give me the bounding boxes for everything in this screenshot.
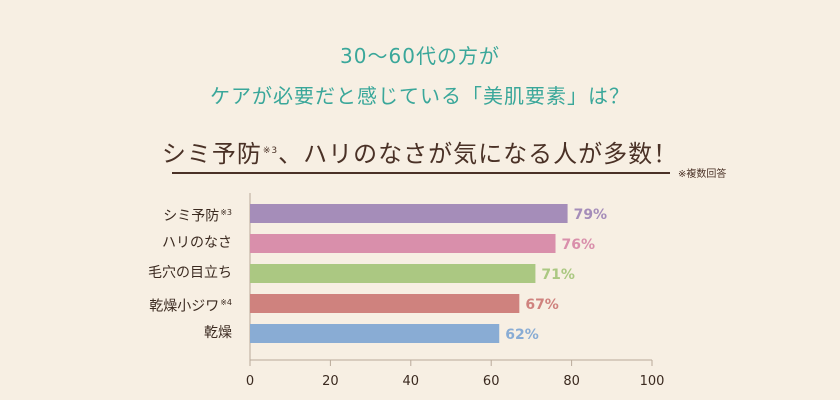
value-label: 76%	[562, 237, 596, 253]
x-tick-label: 80	[563, 374, 580, 389]
bar	[250, 204, 568, 223]
headline: シミ予防※3、ハリのなさが気になる人が多数！	[0, 134, 840, 169]
category-label-text: 毛穴の目立ち	[148, 265, 232, 281]
multiple-answer-note: ※複数回答	[678, 169, 727, 180]
headline-underline	[172, 172, 670, 174]
x-tick-label: 60	[483, 374, 500, 389]
category-label: 毛穴の目立ち	[148, 263, 232, 283]
category-label: 乾燥	[204, 323, 232, 343]
headline-text-end: 、ハリのなさが気になる人が多数！	[278, 140, 679, 168]
x-tick-label: 20	[322, 374, 339, 389]
category-label-text: 乾燥小ジワ	[149, 298, 220, 315]
category-label-text: ハリのなさ	[162, 235, 232, 251]
value-label: 79%	[574, 207, 608, 223]
bar	[250, 264, 536, 283]
headline-footnote-mark: ※3	[262, 146, 279, 156]
headline-text-start: シミ予防	[161, 140, 262, 168]
value-label: 67%	[525, 297, 559, 313]
x-tick-label: 100	[640, 374, 665, 389]
category-footnote-mark: ※4	[220, 298, 232, 307]
bar	[250, 294, 520, 313]
category-footnote-mark: ※3	[220, 208, 232, 217]
heading-line-2: ケアが必要だと感じている「美肌要素」は？	[210, 84, 630, 108]
bar	[250, 324, 500, 343]
category-label: ハリのなさ	[162, 233, 232, 253]
value-label: 71%	[541, 267, 575, 283]
category-label-text: シミ予防	[163, 208, 220, 225]
x-tick-label: 40	[403, 374, 420, 389]
value-label: 62%	[505, 327, 539, 343]
x-tick-label: 0	[246, 374, 254, 389]
heading-line-1: 30～60代の方が	[340, 44, 500, 68]
category-label-text: 乾燥	[204, 325, 232, 341]
category-label: 乾燥小ジワ※4	[149, 293, 232, 317]
bar	[250, 234, 556, 253]
category-label: シミ予防※3	[163, 203, 232, 227]
